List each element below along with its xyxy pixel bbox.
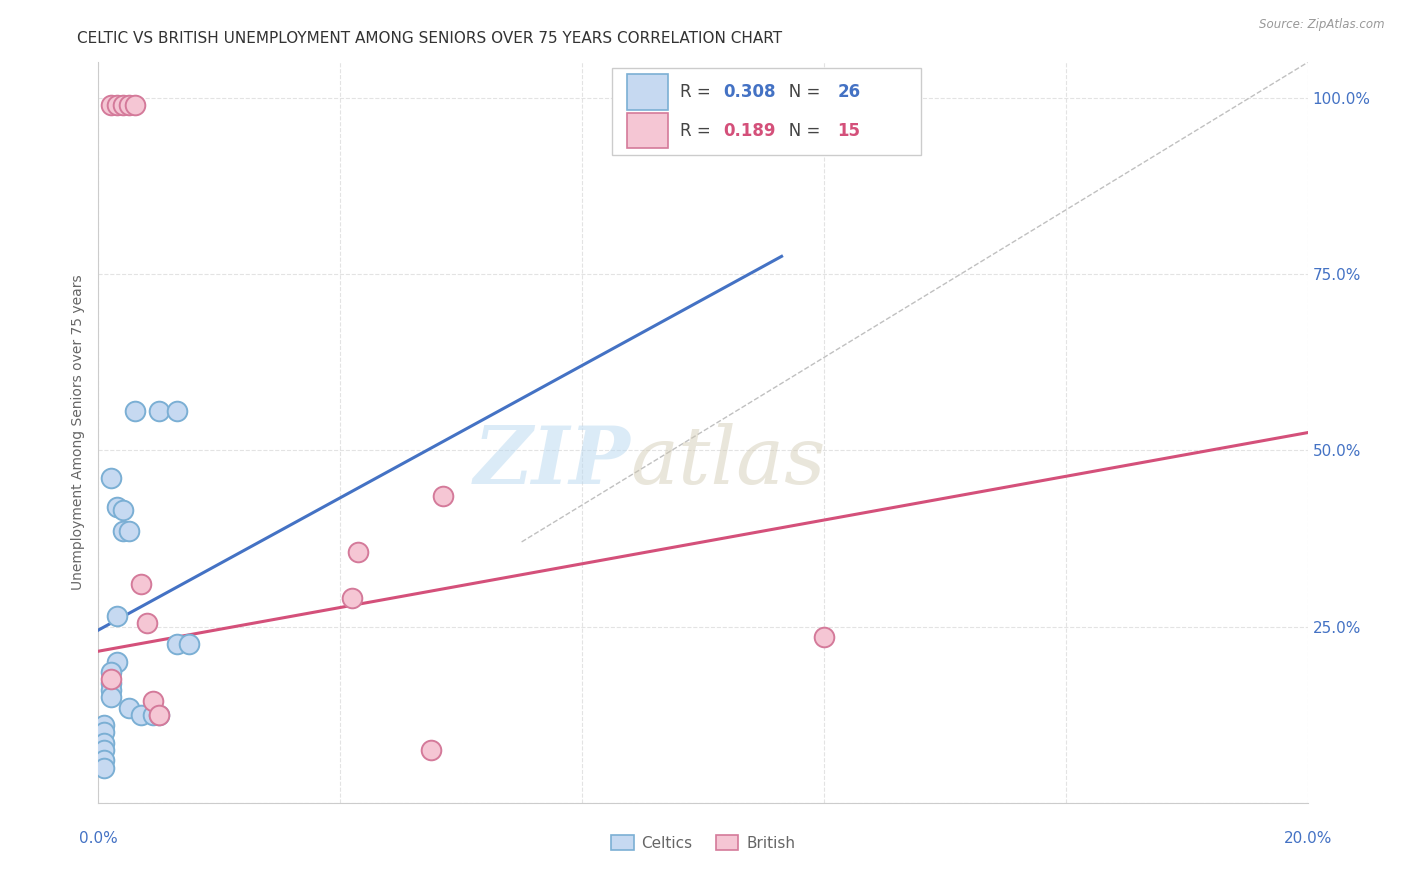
Text: N =: N =	[773, 83, 825, 101]
Text: R =: R =	[681, 83, 716, 101]
Point	[93, 760, 115, 774]
Point	[93, 718, 115, 732]
Point	[813, 630, 835, 644]
Point	[100, 673, 122, 687]
Point	[93, 743, 115, 757]
Point	[124, 97, 146, 112]
Point	[142, 707, 165, 722]
Point	[118, 700, 141, 714]
FancyBboxPatch shape	[613, 68, 921, 155]
Point	[135, 615, 157, 630]
Point	[100, 690, 122, 704]
FancyBboxPatch shape	[627, 112, 668, 148]
Point	[124, 404, 146, 418]
Point	[100, 97, 122, 112]
Point	[105, 655, 128, 669]
Point	[105, 97, 128, 112]
Text: 15: 15	[837, 121, 860, 139]
Point	[166, 404, 188, 418]
Point	[166, 637, 188, 651]
Point	[111, 503, 134, 517]
Text: ZIP: ZIP	[474, 424, 630, 501]
Point	[342, 591, 364, 606]
Point	[129, 577, 152, 591]
Legend: Celtics, British: Celtics, British	[612, 835, 794, 851]
Point	[93, 736, 115, 750]
Point	[118, 97, 141, 112]
Text: Source: ZipAtlas.com: Source: ZipAtlas.com	[1260, 18, 1385, 31]
Point	[100, 683, 122, 698]
Point	[111, 97, 134, 112]
Point	[432, 489, 454, 503]
Text: N =: N =	[773, 121, 825, 139]
Point	[93, 725, 115, 739]
Point	[111, 524, 134, 539]
Point	[179, 637, 201, 651]
Text: 26: 26	[837, 83, 860, 101]
Point	[129, 707, 152, 722]
Point	[100, 676, 122, 690]
Text: atlas: atlas	[630, 424, 825, 501]
Point	[93, 754, 115, 768]
Text: CELTIC VS BRITISH UNEMPLOYMENT AMONG SENIORS OVER 75 YEARS CORRELATION CHART: CELTIC VS BRITISH UNEMPLOYMENT AMONG SEN…	[77, 31, 783, 46]
Text: 0.0%: 0.0%	[79, 831, 118, 846]
Text: 0.308: 0.308	[724, 83, 776, 101]
Text: 20.0%: 20.0%	[1284, 831, 1331, 846]
Point	[105, 500, 128, 514]
Text: 0.189: 0.189	[724, 121, 776, 139]
Point	[105, 609, 128, 624]
Point	[420, 743, 443, 757]
Point	[148, 404, 170, 418]
FancyBboxPatch shape	[627, 74, 668, 110]
Point	[100, 471, 122, 485]
Point	[142, 693, 165, 707]
Text: R =: R =	[681, 121, 716, 139]
Y-axis label: Unemployment Among Seniors over 75 years: Unemployment Among Seniors over 75 years	[72, 275, 86, 591]
Point	[347, 545, 370, 559]
Point	[100, 665, 122, 680]
Point	[148, 707, 170, 722]
Point	[118, 524, 141, 539]
Point	[148, 707, 170, 722]
